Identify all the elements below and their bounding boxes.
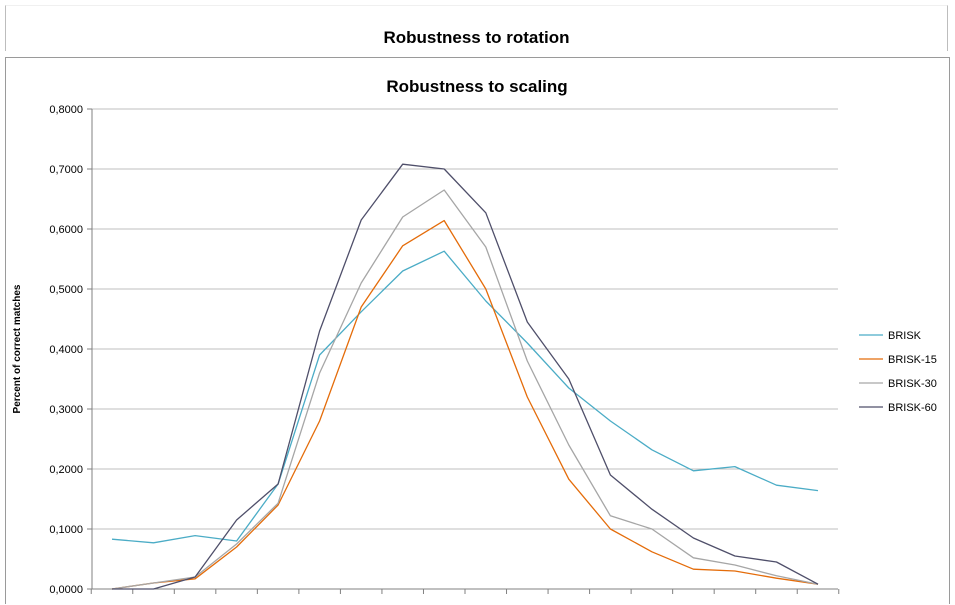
x-axis-ticks bbox=[90, 589, 840, 594]
y-tick-label: 0,5000 bbox=[49, 284, 83, 296]
series-line-brisk-30 bbox=[111, 189, 819, 590]
legend-label-brisk-60: BRISK-60 bbox=[888, 402, 937, 414]
axes bbox=[91, 109, 838, 590]
y-tick-label: 0,4000 bbox=[49, 344, 83, 356]
y-axis-label: Percent of correct matches bbox=[12, 284, 23, 413]
rotation-chart-title: Robustness to rotation bbox=[383, 28, 570, 47]
scaling-chart-panel: Robustness to scaling 0,0000 0,1000 0,2000… bbox=[5, 57, 950, 604]
y-tick-label: 0,2000 bbox=[49, 464, 83, 476]
gridlines bbox=[92, 108, 838, 530]
chart-title: Robustness to scaling bbox=[386, 77, 567, 96]
series-line-brisk bbox=[111, 250, 819, 544]
legend-label-brisk-15: BRISK-15 bbox=[888, 354, 937, 366]
legend-label-brisk: BRISK bbox=[888, 330, 922, 342]
legend: BRISK BRISK-15 BRISK-30 BRISK-60 bbox=[859, 330, 937, 414]
scaling-chart: Robustness to scaling 0,0000 0,1000 0,2000… bbox=[12, 77, 937, 596]
series-lines bbox=[111, 163, 819, 590]
y-tick-label: 0,0000 bbox=[49, 584, 83, 596]
y-tick-label: 0,3000 bbox=[49, 404, 83, 416]
y-tick-label: 0,7000 bbox=[49, 164, 83, 176]
series-line-brisk-15 bbox=[111, 219, 819, 590]
series-line-brisk-60 bbox=[112, 163, 819, 590]
y-axis-ticks: 0,0000 0,1000 0,2000 0,3000 0,4000 0,5000 0,60… bbox=[49, 104, 92, 596]
y-tick-label: 0,8000 bbox=[49, 104, 83, 116]
y-tick-label: 0,1000 bbox=[49, 524, 83, 536]
legend-label-brisk-30: BRISK-30 bbox=[888, 378, 937, 390]
rotation-chart-panel: Robustness to rotation bbox=[5, 5, 948, 51]
y-tick-label: 0,6000 bbox=[49, 224, 83, 236]
